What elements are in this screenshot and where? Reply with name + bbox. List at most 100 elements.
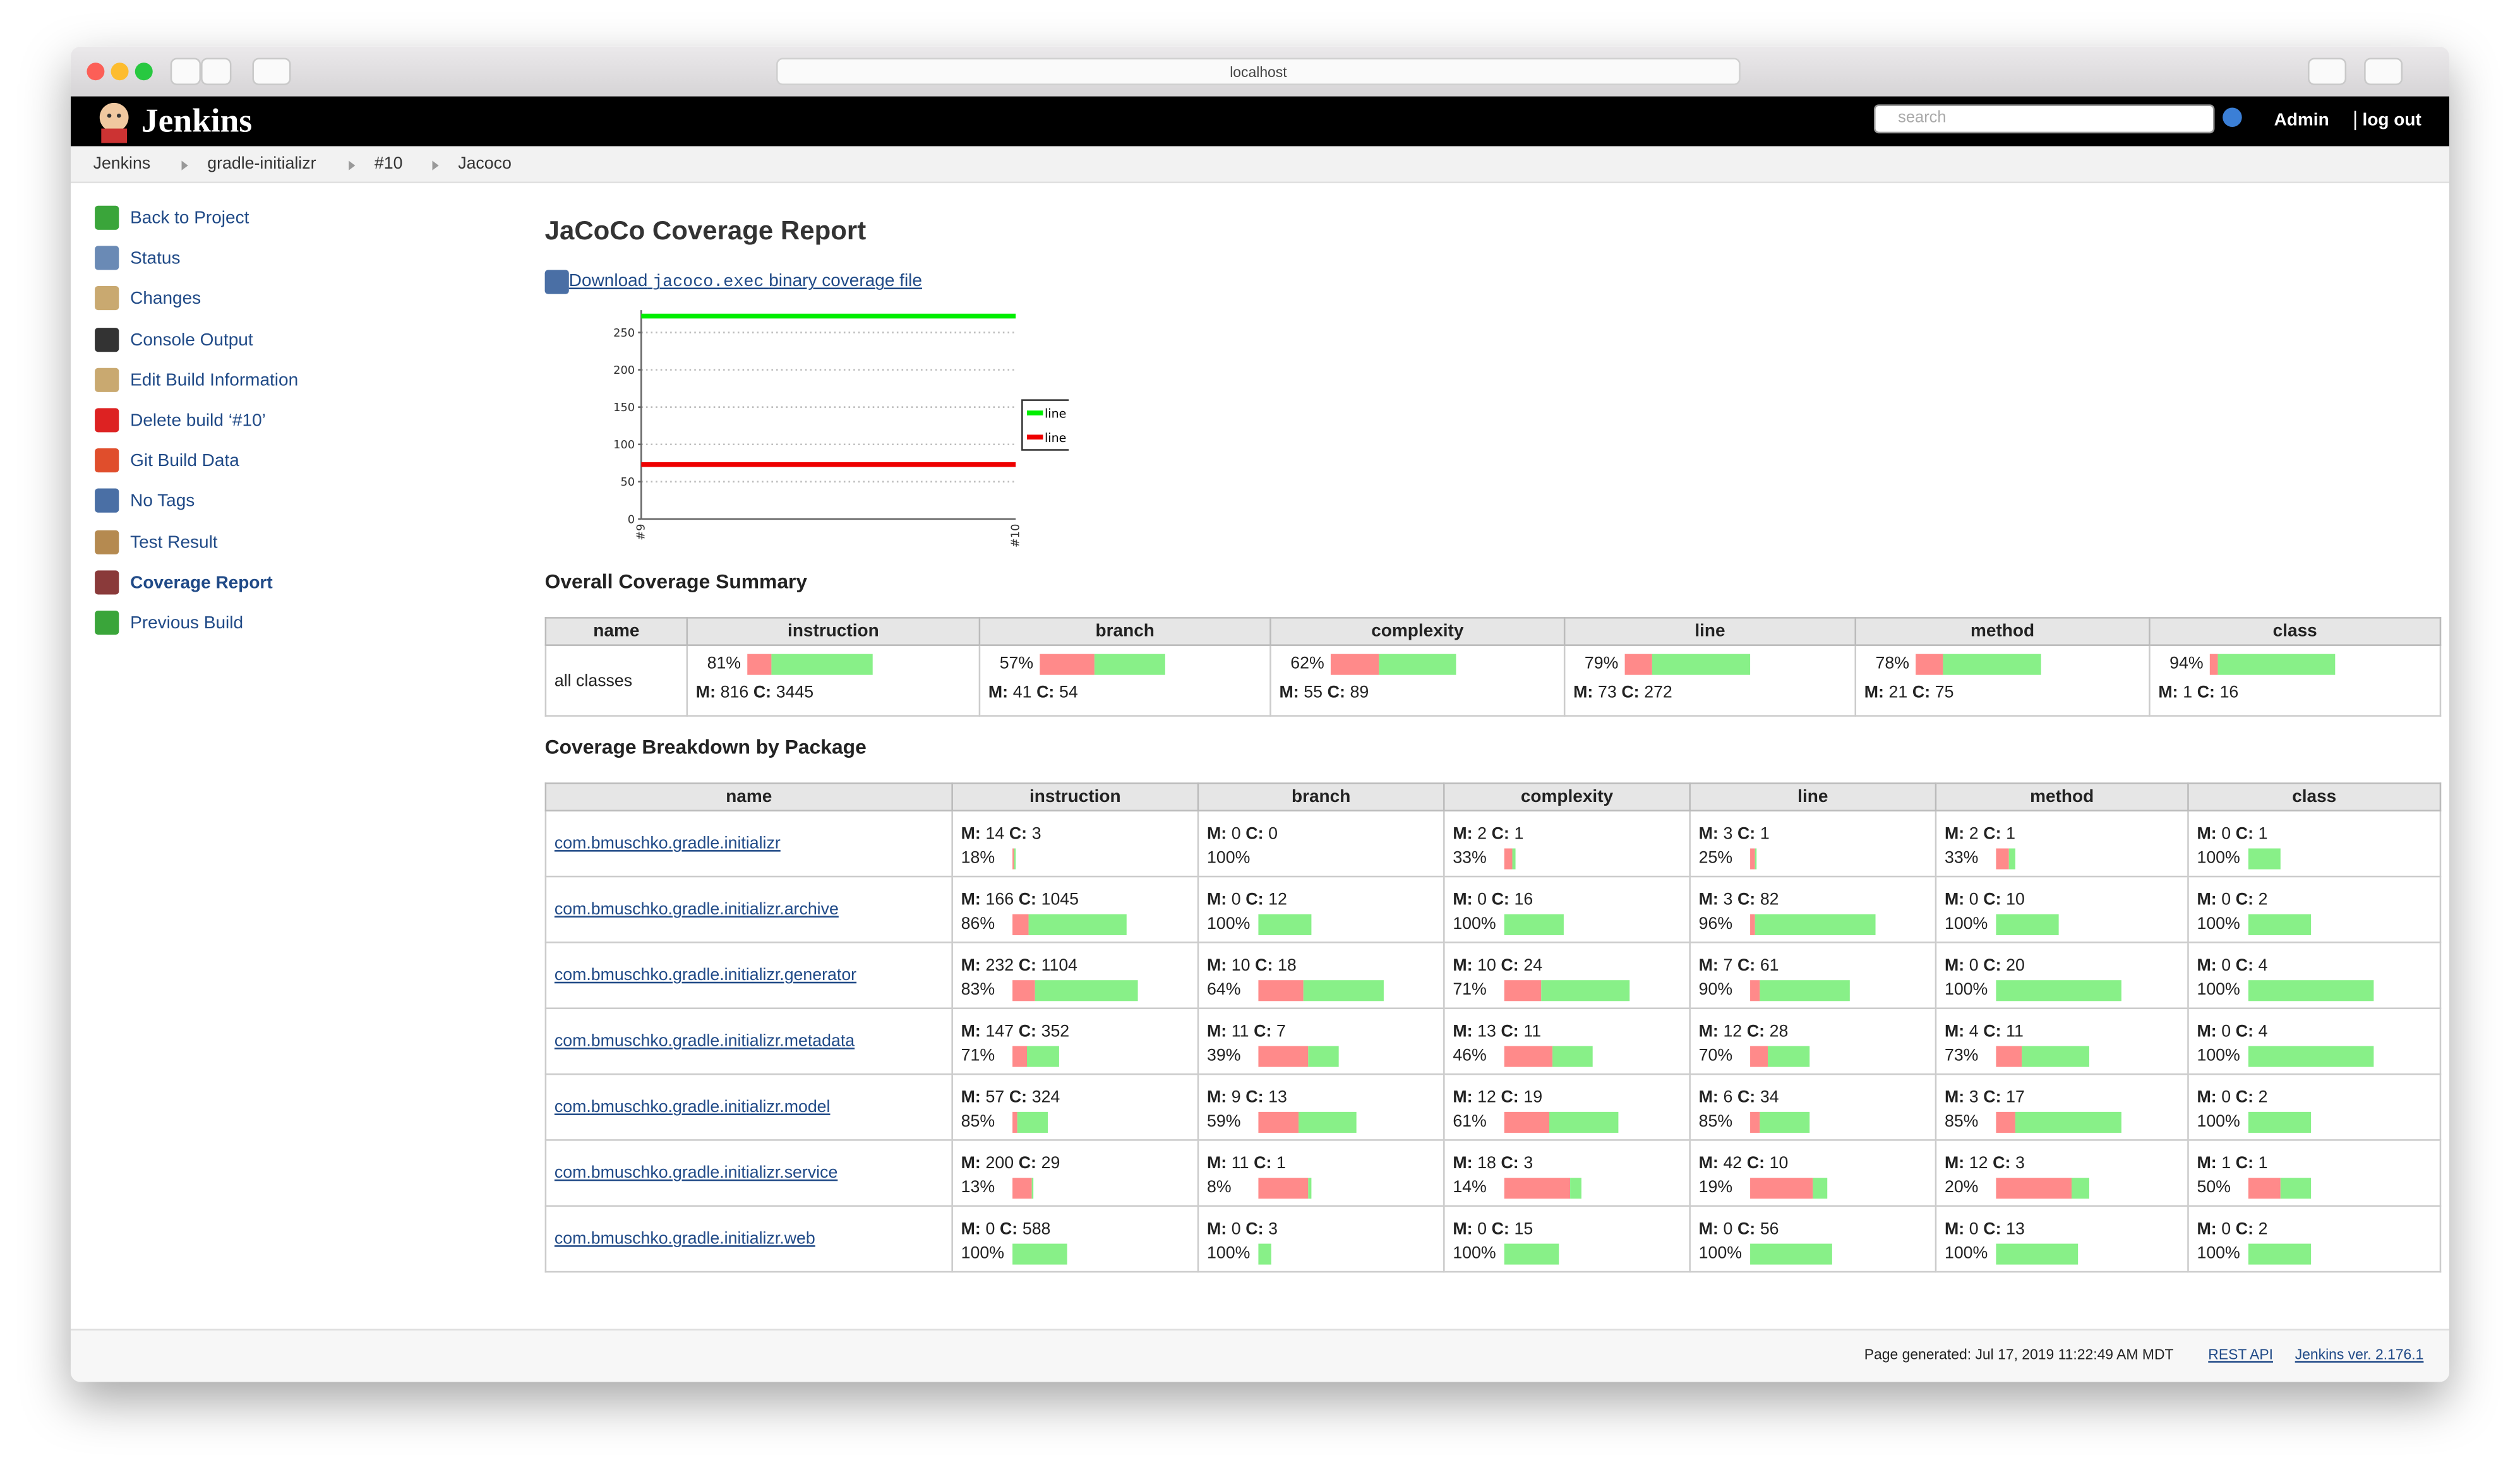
covered-count: 2 — [2259, 1219, 2268, 1238]
version-link[interactable]: Jenkins ver. 2.176.1 — [2295, 1346, 2424, 1362]
package-link[interactable]: com.bmuschko.gradle.initializr.web — [555, 1229, 815, 1249]
sidebar-icon — [95, 206, 119, 230]
covered-count: 13 — [1268, 1087, 1287, 1106]
download-link[interactable]: Download jacoco.exec binary coverage fil… — [569, 272, 922, 292]
missed-bar — [2210, 654, 2217, 675]
sidebar-link[interactable]: Status — [130, 249, 180, 269]
zoom-button[interactable] — [135, 63, 153, 80]
package-link[interactable]: com.bmuschko.gradle.initializr.metadata — [555, 1032, 855, 1051]
name-cell: com.bmuschko.gradle.initializr.model — [546, 1074, 952, 1140]
covered-bar — [1541, 979, 1629, 1000]
rest-api-link[interactable]: REST API — [2208, 1346, 2273, 1362]
help-icon[interactable] — [2223, 107, 2242, 127]
covered-label: C: — [1983, 955, 2001, 975]
package-link[interactable]: com.bmuschko.gradle.initializr.service — [555, 1163, 837, 1183]
covered-bar — [1303, 979, 1384, 1000]
sidebar-link[interactable]: Test Result — [130, 533, 217, 553]
back-button[interactable] — [171, 58, 201, 85]
missed-label: M: — [696, 683, 716, 702]
sidebar-button[interactable] — [253, 58, 291, 85]
coverage-bar — [1258, 1111, 1357, 1132]
missed-count: 18 — [1477, 1153, 1496, 1173]
missed-count: 0 — [2221, 1219, 2231, 1238]
missed-count: 166 — [985, 889, 1014, 909]
search-box[interactable]: search — [1874, 104, 2214, 133]
name-cell: com.bmuschko.gradle.initializr.archive — [546, 876, 952, 942]
logo-icon — [93, 100, 135, 143]
share-button[interactable] — [2308, 58, 2346, 85]
sidebar-link[interactable]: Git Build Data — [130, 452, 239, 472]
sidebar-link[interactable]: Back to Project — [130, 209, 249, 229]
percent: 100% — [2197, 1046, 2248, 1065]
sidebar-link[interactable]: Coverage Report — [130, 573, 273, 593]
missed-label: M: — [2197, 1219, 2216, 1238]
missed-label: M: — [1207, 1087, 1227, 1106]
packages-title: Coverage Breakdown by Package — [545, 736, 867, 758]
percent-line: 46% — [1453, 1045, 1681, 1066]
breadcrumb[interactable]: gradle-initializr — [207, 154, 316, 174]
missed-label: M: — [1945, 955, 1964, 975]
sidebar-link[interactable]: No Tags — [130, 493, 195, 512]
percent-line: 100% — [2197, 979, 2432, 1000]
forward-button[interactable] — [201, 58, 231, 85]
missed-count: 10 — [1232, 955, 1251, 975]
missed-label: M: — [1453, 1219, 1472, 1238]
missed-count: 816 — [721, 683, 749, 702]
breadcrumb[interactable]: Jacoco — [458, 154, 512, 174]
tabs-button[interactable] — [2364, 58, 2403, 85]
breadcrumb[interactable]: #10 — [375, 154, 403, 174]
covered-label: C: — [1737, 1219, 1755, 1238]
coverage-bar — [1012, 914, 1126, 935]
missed-label: M: — [1945, 1087, 1964, 1106]
coverage-bar — [2248, 1045, 2373, 1066]
covered-bar — [1943, 654, 2041, 675]
package-link[interactable]: com.bmuschko.gradle.initializr — [555, 834, 781, 854]
covered-count: 4 — [2259, 1021, 2268, 1041]
percent: 100% — [2197, 980, 2248, 1000]
sidebar-link[interactable]: Delete build ‘#10’ — [130, 411, 266, 431]
coverage-bar — [1996, 914, 2058, 935]
missed-label: M: — [2197, 1087, 2216, 1106]
column-header: instruction — [687, 618, 980, 645]
percent: 100% — [1945, 980, 1996, 1000]
covered-bar — [1094, 654, 1165, 675]
missed-count: 11 — [1232, 1021, 1249, 1041]
missed-label: M: — [1207, 1219, 1227, 1238]
covered-count: 13 — [2006, 1219, 2025, 1238]
covered-label: C: — [1912, 683, 1930, 702]
package-link[interactable]: com.bmuschko.gradle.initializr.archive — [555, 900, 839, 919]
covered-count: 352 — [1041, 1021, 1070, 1041]
missed-count: 0 — [2221, 823, 2231, 843]
missed-count: 1 — [2221, 1153, 2231, 1173]
coverage-bar — [2248, 914, 2311, 935]
coverage-bar — [1012, 847, 1014, 868]
covered-label: C: — [1019, 955, 1036, 975]
column-header: complexity — [1444, 783, 1689, 810]
package-link[interactable]: com.bmuschko.gradle.initializr.generator — [555, 966, 856, 985]
covered-count: 588 — [1023, 1219, 1051, 1238]
close-button[interactable] — [87, 63, 104, 80]
logout-link[interactable]: log out — [2355, 111, 2421, 131]
address-bar[interactable]: localhost — [776, 58, 1741, 85]
covered-bar — [1307, 1177, 1312, 1198]
covered-bar — [1996, 979, 2121, 1000]
sidebar-link[interactable]: Previous Build — [130, 614, 243, 633]
sidebar-icon — [95, 327, 119, 351]
package-link[interactable]: com.bmuschko.gradle.initializr.model — [555, 1097, 831, 1117]
user-link[interactable]: Admin — [2274, 111, 2329, 131]
sidebar-link[interactable]: Edit Build Information — [130, 371, 298, 390]
sidebar-link[interactable]: Console Output — [130, 330, 253, 350]
breadcrumb[interactable]: Jenkins — [93, 154, 151, 174]
sidebar-link[interactable]: Changes — [130, 290, 201, 309]
logo-text[interactable]: Jenkins — [141, 101, 252, 141]
percent: 73% — [1945, 1046, 1996, 1065]
minimize-button[interactable] — [111, 63, 129, 80]
